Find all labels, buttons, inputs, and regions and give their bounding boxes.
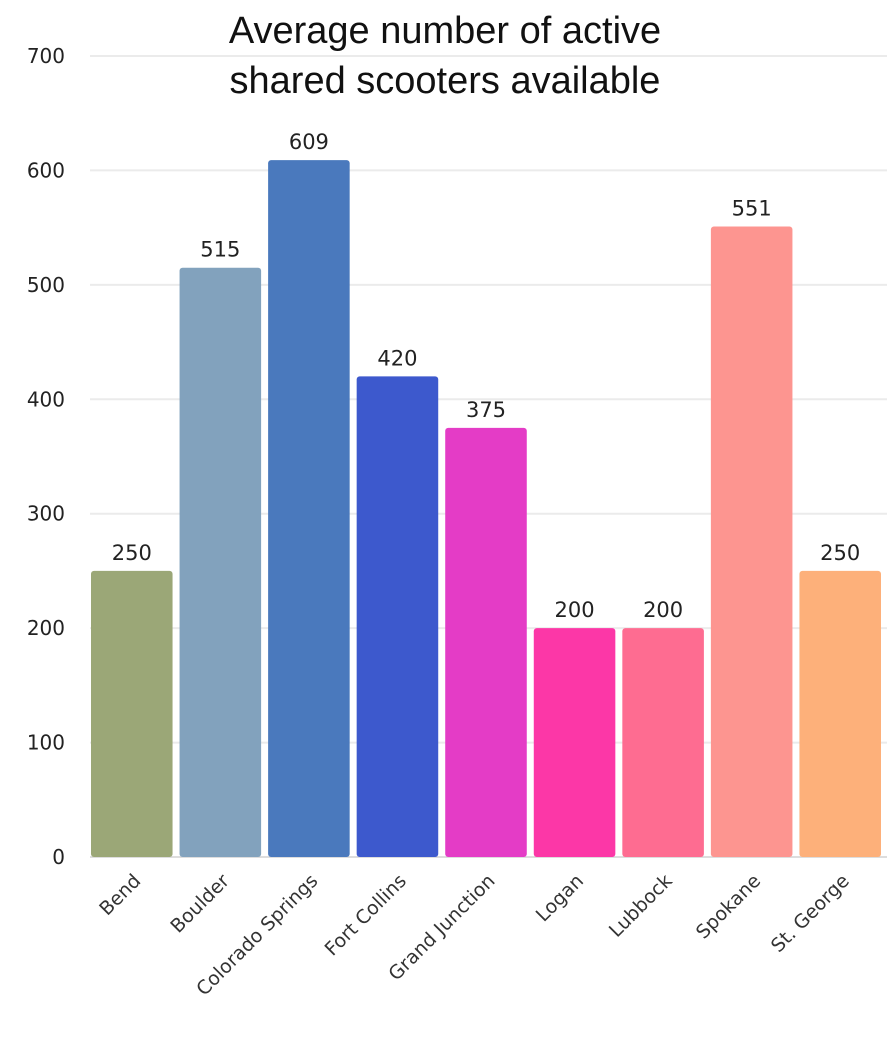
x-tick-label: Spokane	[692, 870, 765, 943]
data-label: 200	[555, 598, 595, 622]
bar	[179, 267, 262, 857]
chart-title-line-2: shared scooters available	[230, 60, 661, 102]
data-label: 551	[732, 196, 772, 220]
bar	[91, 570, 173, 857]
bar	[533, 628, 616, 857]
data-label: 515	[200, 238, 240, 262]
bar	[622, 628, 704, 857]
bars	[91, 160, 881, 858]
y-axis-ticks: 0 100 200 300 400 500 600 700	[27, 44, 65, 869]
bar	[268, 160, 350, 857]
data-label: 609	[289, 130, 329, 154]
bar	[356, 376, 439, 857]
bar	[445, 427, 527, 857]
y-tick-label: 300	[27, 502, 65, 526]
data-label: 420	[377, 346, 417, 370]
y-tick-label: 0	[52, 845, 65, 869]
data-label: 250	[820, 541, 860, 565]
x-tick-label: Bend	[95, 870, 145, 920]
x-tick-label: St. George	[767, 870, 854, 957]
x-tick-label: Lubbock	[605, 870, 677, 942]
data-label: 250	[112, 541, 152, 565]
y-tick-label: 500	[27, 273, 65, 297]
data-label: 375	[466, 398, 506, 422]
x-tick-label: Fort Collins	[321, 870, 411, 960]
bar	[710, 226, 793, 858]
y-tick-label: 400	[27, 387, 65, 411]
chart-title-line-1: Average number of active	[229, 10, 661, 52]
x-tick-label: Logan	[532, 870, 588, 926]
y-tick-label: 700	[27, 44, 65, 68]
x-tick-label: Boulder	[166, 870, 234, 938]
data-labels: 250 515 609 420 375 200 200 551 250	[112, 130, 861, 622]
bar	[799, 570, 881, 857]
data-label: 200	[643, 598, 683, 622]
y-tick-label: 600	[27, 158, 65, 182]
y-tick-label: 100	[27, 731, 65, 755]
y-tick-label: 200	[27, 616, 65, 640]
